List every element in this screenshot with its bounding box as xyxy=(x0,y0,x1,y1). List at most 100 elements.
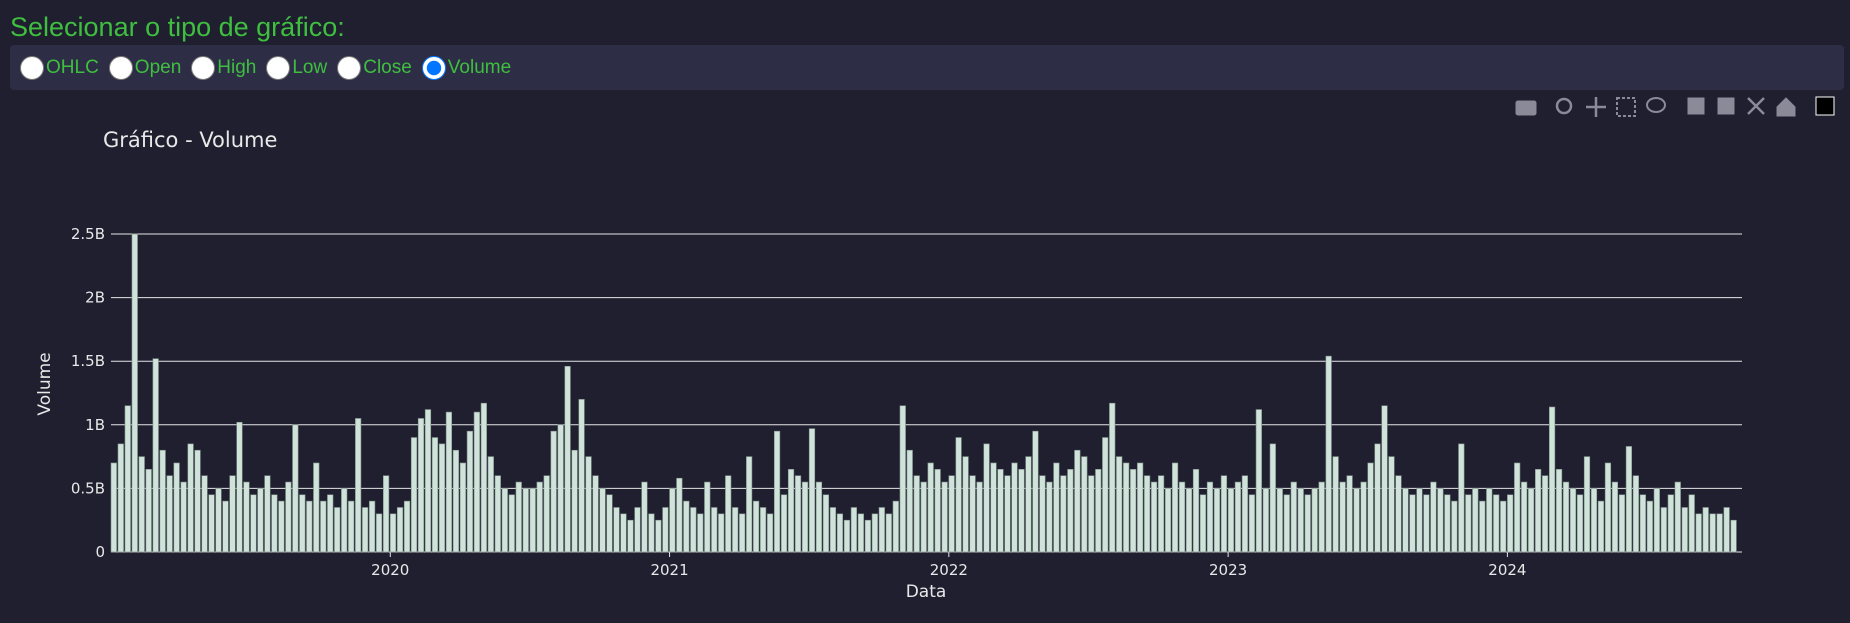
bar xyxy=(320,500,327,553)
bar xyxy=(753,500,760,553)
bar xyxy=(787,469,795,553)
bar xyxy=(808,428,816,553)
bar xyxy=(1297,488,1304,553)
bar xyxy=(1388,456,1395,553)
zoom-out-icon[interactable] xyxy=(1717,97,1735,115)
bar xyxy=(871,513,878,553)
bar xyxy=(1604,462,1612,553)
reset-icon[interactable] xyxy=(1776,97,1796,117)
bar xyxy=(885,513,892,553)
bar xyxy=(341,488,348,553)
zoom-in-icon[interactable] xyxy=(1687,97,1705,115)
radio-button[interactable] xyxy=(266,55,291,80)
bar xyxy=(1290,481,1297,553)
bar xyxy=(927,462,934,553)
bar xyxy=(983,443,990,553)
bar xyxy=(1646,500,1653,553)
bar xyxy=(801,481,809,553)
bar xyxy=(473,411,480,553)
bar xyxy=(1555,469,1563,553)
bar xyxy=(648,513,655,553)
bar xyxy=(746,456,753,553)
bar xyxy=(669,488,676,553)
box-select-icon[interactable] xyxy=(1616,97,1636,117)
bar xyxy=(1723,507,1730,553)
bar xyxy=(1444,494,1451,553)
radio-option[interactable]: Open xyxy=(103,55,181,80)
bar xyxy=(1325,355,1332,553)
x-tick-label: 2022 xyxy=(930,561,968,579)
bar xyxy=(1402,488,1409,553)
bar xyxy=(1416,488,1423,553)
autoscale-icon[interactable] xyxy=(1747,97,1765,115)
radio-button[interactable] xyxy=(421,55,446,80)
radio-button[interactable] xyxy=(108,55,133,80)
bar xyxy=(564,365,571,553)
bar xyxy=(1311,488,1318,553)
bar xyxy=(110,462,117,553)
bar xyxy=(662,507,669,553)
y-tick-label: 0 xyxy=(95,543,105,561)
radio-option[interactable]: Low xyxy=(260,55,328,80)
zoom-icon[interactable] xyxy=(1555,97,1573,115)
bar xyxy=(1109,402,1116,553)
bar xyxy=(1032,430,1039,553)
radio-option[interactable]: Close xyxy=(331,55,412,80)
chart-title: Gráfico - Volume xyxy=(103,128,277,152)
radio-button[interactable] xyxy=(20,55,44,80)
bar xyxy=(445,411,453,553)
bar xyxy=(299,494,306,553)
radio-label: Low xyxy=(292,56,328,78)
bar xyxy=(1346,475,1353,553)
bar xyxy=(1465,494,1472,553)
bar xyxy=(466,430,473,553)
bar xyxy=(501,488,508,553)
pan-icon[interactable] xyxy=(1586,97,1606,117)
bar xyxy=(1514,462,1521,553)
radio-label: OHLC xyxy=(46,56,99,78)
x-tick-label: 2020 xyxy=(371,561,409,579)
y-axis-label: Volume xyxy=(35,352,55,415)
lasso-icon[interactable] xyxy=(1646,97,1666,113)
bar xyxy=(1507,494,1514,553)
bar xyxy=(1213,488,1221,553)
bar xyxy=(152,358,159,553)
bar xyxy=(257,488,264,553)
bar xyxy=(1046,481,1053,553)
bar xyxy=(1206,481,1214,553)
bar xyxy=(1583,456,1591,553)
bar xyxy=(1730,519,1737,553)
bar xyxy=(536,481,543,553)
radio-button[interactable] xyxy=(337,55,362,80)
bar xyxy=(1528,488,1535,553)
bar xyxy=(1011,462,1018,553)
x-tick-label: 2021 xyxy=(650,561,688,579)
bar xyxy=(578,399,585,553)
bar xyxy=(131,233,138,553)
bar xyxy=(1702,507,1709,553)
bar xyxy=(836,513,844,553)
bar xyxy=(1395,475,1402,553)
bar xyxy=(124,405,131,553)
bar xyxy=(1060,475,1067,553)
radio-button[interactable] xyxy=(191,55,216,80)
bar xyxy=(676,477,683,553)
bar xyxy=(201,475,208,553)
bar xyxy=(1269,443,1276,553)
bar xyxy=(145,469,152,553)
bar xyxy=(362,507,369,553)
plotly-logo[interactable] xyxy=(1815,96,1835,116)
bar xyxy=(1576,494,1584,553)
bar xyxy=(1304,494,1311,553)
bar xyxy=(920,481,927,553)
bar xyxy=(229,475,236,553)
bar xyxy=(278,500,285,553)
radio-option[interactable]: Volume xyxy=(416,55,511,80)
bar xyxy=(1318,481,1325,553)
bar xyxy=(1171,462,1179,553)
radio-option[interactable]: OHLC xyxy=(14,55,99,80)
bar xyxy=(1493,494,1500,553)
bar xyxy=(480,402,487,553)
camera-icon[interactable] xyxy=(1515,100,1537,116)
radio-option[interactable]: High xyxy=(185,55,256,80)
